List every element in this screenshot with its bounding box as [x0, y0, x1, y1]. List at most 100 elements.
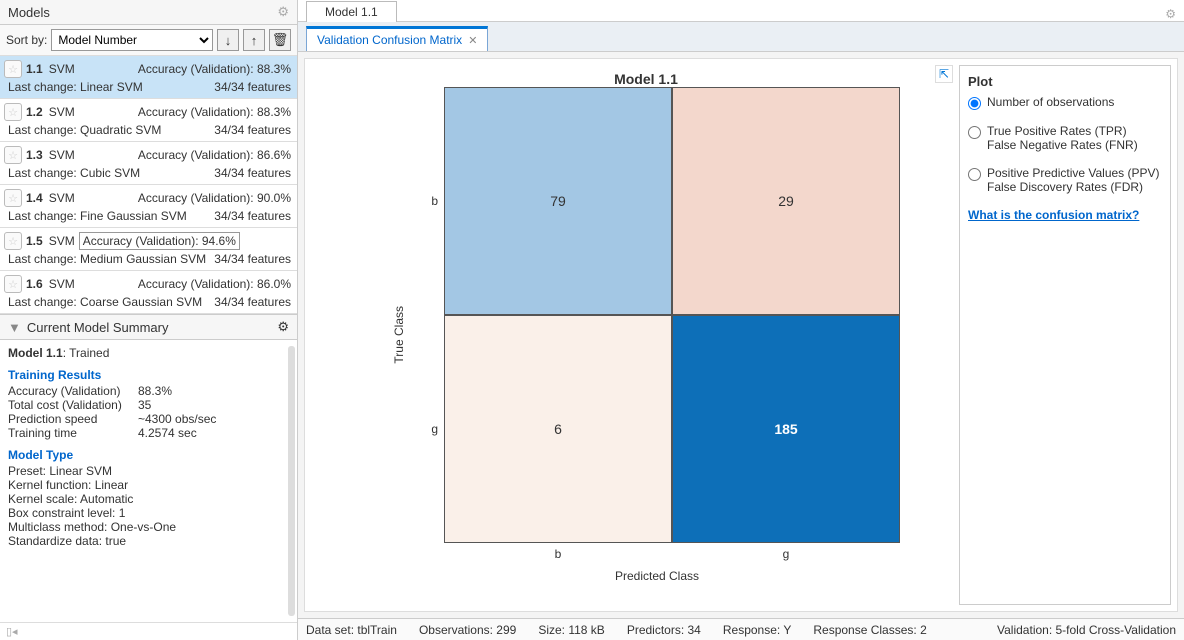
favorite-star-icon[interactable]: ☆ [4, 60, 22, 78]
model-number: 1.1 [26, 62, 43, 76]
favorite-star-icon[interactable]: ☆ [4, 103, 22, 121]
model-change: Last change: Quadratic SVM [8, 123, 161, 137]
summary-row: Standardize data: true [8, 534, 289, 548]
model-features: 34/34 features [214, 295, 291, 309]
confusion-matrix-help-link[interactable]: What is the confusion matrix? [968, 208, 1162, 222]
model-item[interactable]: ☆ 1.2 SVM Accuracy (Validation): 88.3% L… [0, 99, 297, 142]
radio-input[interactable] [968, 168, 981, 181]
model-type: SVM [49, 277, 75, 291]
plot-option[interactable]: True Positive Rates (TPR) False Negative… [968, 124, 1162, 152]
option-sublabel: False Negative Rates (FNR) [987, 138, 1138, 152]
model-change: Last change: Coarse Gaussian SVM [8, 295, 202, 309]
tab-confusion-matrix[interactable]: Validation Confusion Matrix ✕ [306, 26, 488, 51]
chart-title: Model 1.1 [345, 71, 947, 87]
models-panel: Models ⚙ Sort by: Model Number ↓ ↑ 🗑 ☆ 1… [0, 0, 298, 640]
status-item: Response Classes: 2 [813, 623, 926, 637]
status-validation: Validation: 5-fold Cross-Validation [997, 623, 1176, 637]
model-number: 1.2 [26, 105, 43, 119]
model-item[interactable]: ☆ 1.6 SVM Accuracy (Validation): 86.0% L… [0, 271, 297, 314]
status-item: Size: 118 kB [538, 623, 604, 637]
status-item: Predictors: 34 [627, 623, 701, 637]
model-features: 34/34 features [214, 252, 291, 266]
x-tick: g [672, 543, 900, 563]
model-change: Last change: Cubic SVM [8, 166, 140, 180]
summary-row: Kernel function: Linear [8, 478, 289, 492]
top-tab-strip: Model 1.1 ⚙ [298, 0, 1184, 22]
summary-row: Training time4.2574 sec [8, 426, 289, 440]
favorite-star-icon[interactable]: ☆ [4, 146, 22, 164]
plot-options-panel: Plot Number of observations True Positiv… [959, 65, 1171, 605]
y-tick: b [414, 87, 444, 315]
expand-icon[interactable]: ⇱ [935, 65, 953, 83]
sort-up-button[interactable]: ↑ [243, 29, 265, 51]
collapse-icon[interactable]: ▼ [8, 320, 21, 335]
cm-cell: 6 [444, 315, 672, 543]
model-features: 34/34 features [214, 80, 291, 94]
model-type: SVM [49, 234, 75, 248]
tab-model[interactable]: Model 1.1 [306, 1, 397, 22]
sort-label: Sort by: [6, 33, 47, 47]
sort-select[interactable]: Model Number [51, 29, 213, 51]
summary-title: Current Model Summary [27, 320, 169, 335]
training-results-header: Training Results [8, 368, 289, 382]
x-tick: b [444, 543, 672, 563]
gear-icon[interactable]: ⚙ [277, 319, 289, 335]
model-number: 1.3 [26, 148, 43, 162]
model-features: 34/34 features [214, 123, 291, 137]
plot-area: ⇱ Model 1.1 True Class b7929g6185bg Pred… [304, 58, 1178, 612]
x-axis-label: Predicted Class [615, 569, 699, 583]
y-axis-label: True Class [392, 306, 406, 364]
sort-down-button[interactable]: ↓ [217, 29, 239, 51]
model-features: 34/34 features [214, 166, 291, 180]
confusion-matrix: b7929g6185bg [414, 87, 900, 563]
summary-row: Prediction speed~4300 obs/sec [8, 412, 289, 426]
summary-row: Preset: Linear SVM [8, 464, 289, 478]
model-features: 34/34 features [214, 209, 291, 223]
model-list: ☆ 1.1 SVM Accuracy (Validation): 88.3% L… [0, 56, 297, 314]
favorite-star-icon[interactable]: ☆ [4, 232, 22, 250]
summary-model-name: Model 1.1 [8, 346, 63, 360]
status-item: Response: Y [723, 623, 792, 637]
delete-button[interactable]: 🗑 [269, 29, 291, 51]
model-type: SVM [49, 105, 75, 119]
gear-icon[interactable]: ⚙ [277, 4, 289, 20]
plot-option[interactable]: Positive Predictive Values (PPV) False D… [968, 166, 1162, 194]
cm-cell: 79 [444, 87, 672, 315]
status-bar: Data set: tblTrain Observations: 299 Size:… [298, 618, 1184, 640]
plot-options-header: Plot [968, 74, 1162, 89]
prev-icon[interactable]: ▯◂ [6, 625, 18, 638]
gear-icon[interactable]: ⚙ [1165, 7, 1176, 21]
plot-option[interactable]: Number of observations [968, 95, 1162, 110]
model-type: SVM [49, 148, 75, 162]
cm-cell: 29 [672, 87, 900, 315]
model-type-header: Model Type [8, 448, 289, 462]
model-item[interactable]: ☆ 1.4 SVM Accuracy (Validation): 90.0% L… [0, 185, 297, 228]
model-change: Last change: Linear SVM [8, 80, 143, 94]
model-type: SVM [49, 191, 75, 205]
model-item[interactable]: ☆ 1.3 SVM Accuracy (Validation): 86.6% L… [0, 142, 297, 185]
models-header: Models ⚙ [0, 0, 297, 25]
radio-input[interactable] [968, 126, 981, 139]
radio-input[interactable] [968, 97, 981, 110]
right-panel: Model 1.1 ⚙ Validation Confusion Matrix … [298, 0, 1184, 640]
summary-row: Accuracy (Validation)88.3% [8, 384, 289, 398]
y-tick: g [414, 315, 444, 543]
chart-region: ⇱ Model 1.1 True Class b7929g6185bg Pred… [305, 59, 959, 611]
summary-row: Kernel scale: Automatic [8, 492, 289, 506]
summary-body: Model 1.1: Trained Training Results Accu… [0, 340, 297, 622]
option-label: Number of observations [987, 95, 1114, 109]
model-item[interactable]: ☆ 1.5 SVM Accuracy (Validation): 94.6% L… [0, 228, 297, 271]
status-item: Observations: 299 [419, 623, 516, 637]
footer-nav: ▯◂ [0, 622, 297, 640]
sort-row: Sort by: Model Number ↓ ↑ 🗑 [0, 25, 297, 56]
favorite-star-icon[interactable]: ☆ [4, 189, 22, 207]
model-change: Last change: Medium Gaussian SVM [8, 252, 206, 266]
status-item: Data set: tblTrain [306, 623, 397, 637]
model-item[interactable]: ☆ 1.1 SVM Accuracy (Validation): 88.3% L… [0, 56, 297, 99]
close-icon[interactable]: ✕ [468, 34, 477, 47]
model-number: 1.4 [26, 191, 43, 205]
favorite-star-icon[interactable]: ☆ [4, 275, 22, 293]
option-label: True Positive Rates (TPR) [987, 124, 1138, 138]
scrollbar[interactable] [288, 346, 295, 616]
summary-header[interactable]: ▼ Current Model Summary ⚙ [0, 314, 297, 340]
